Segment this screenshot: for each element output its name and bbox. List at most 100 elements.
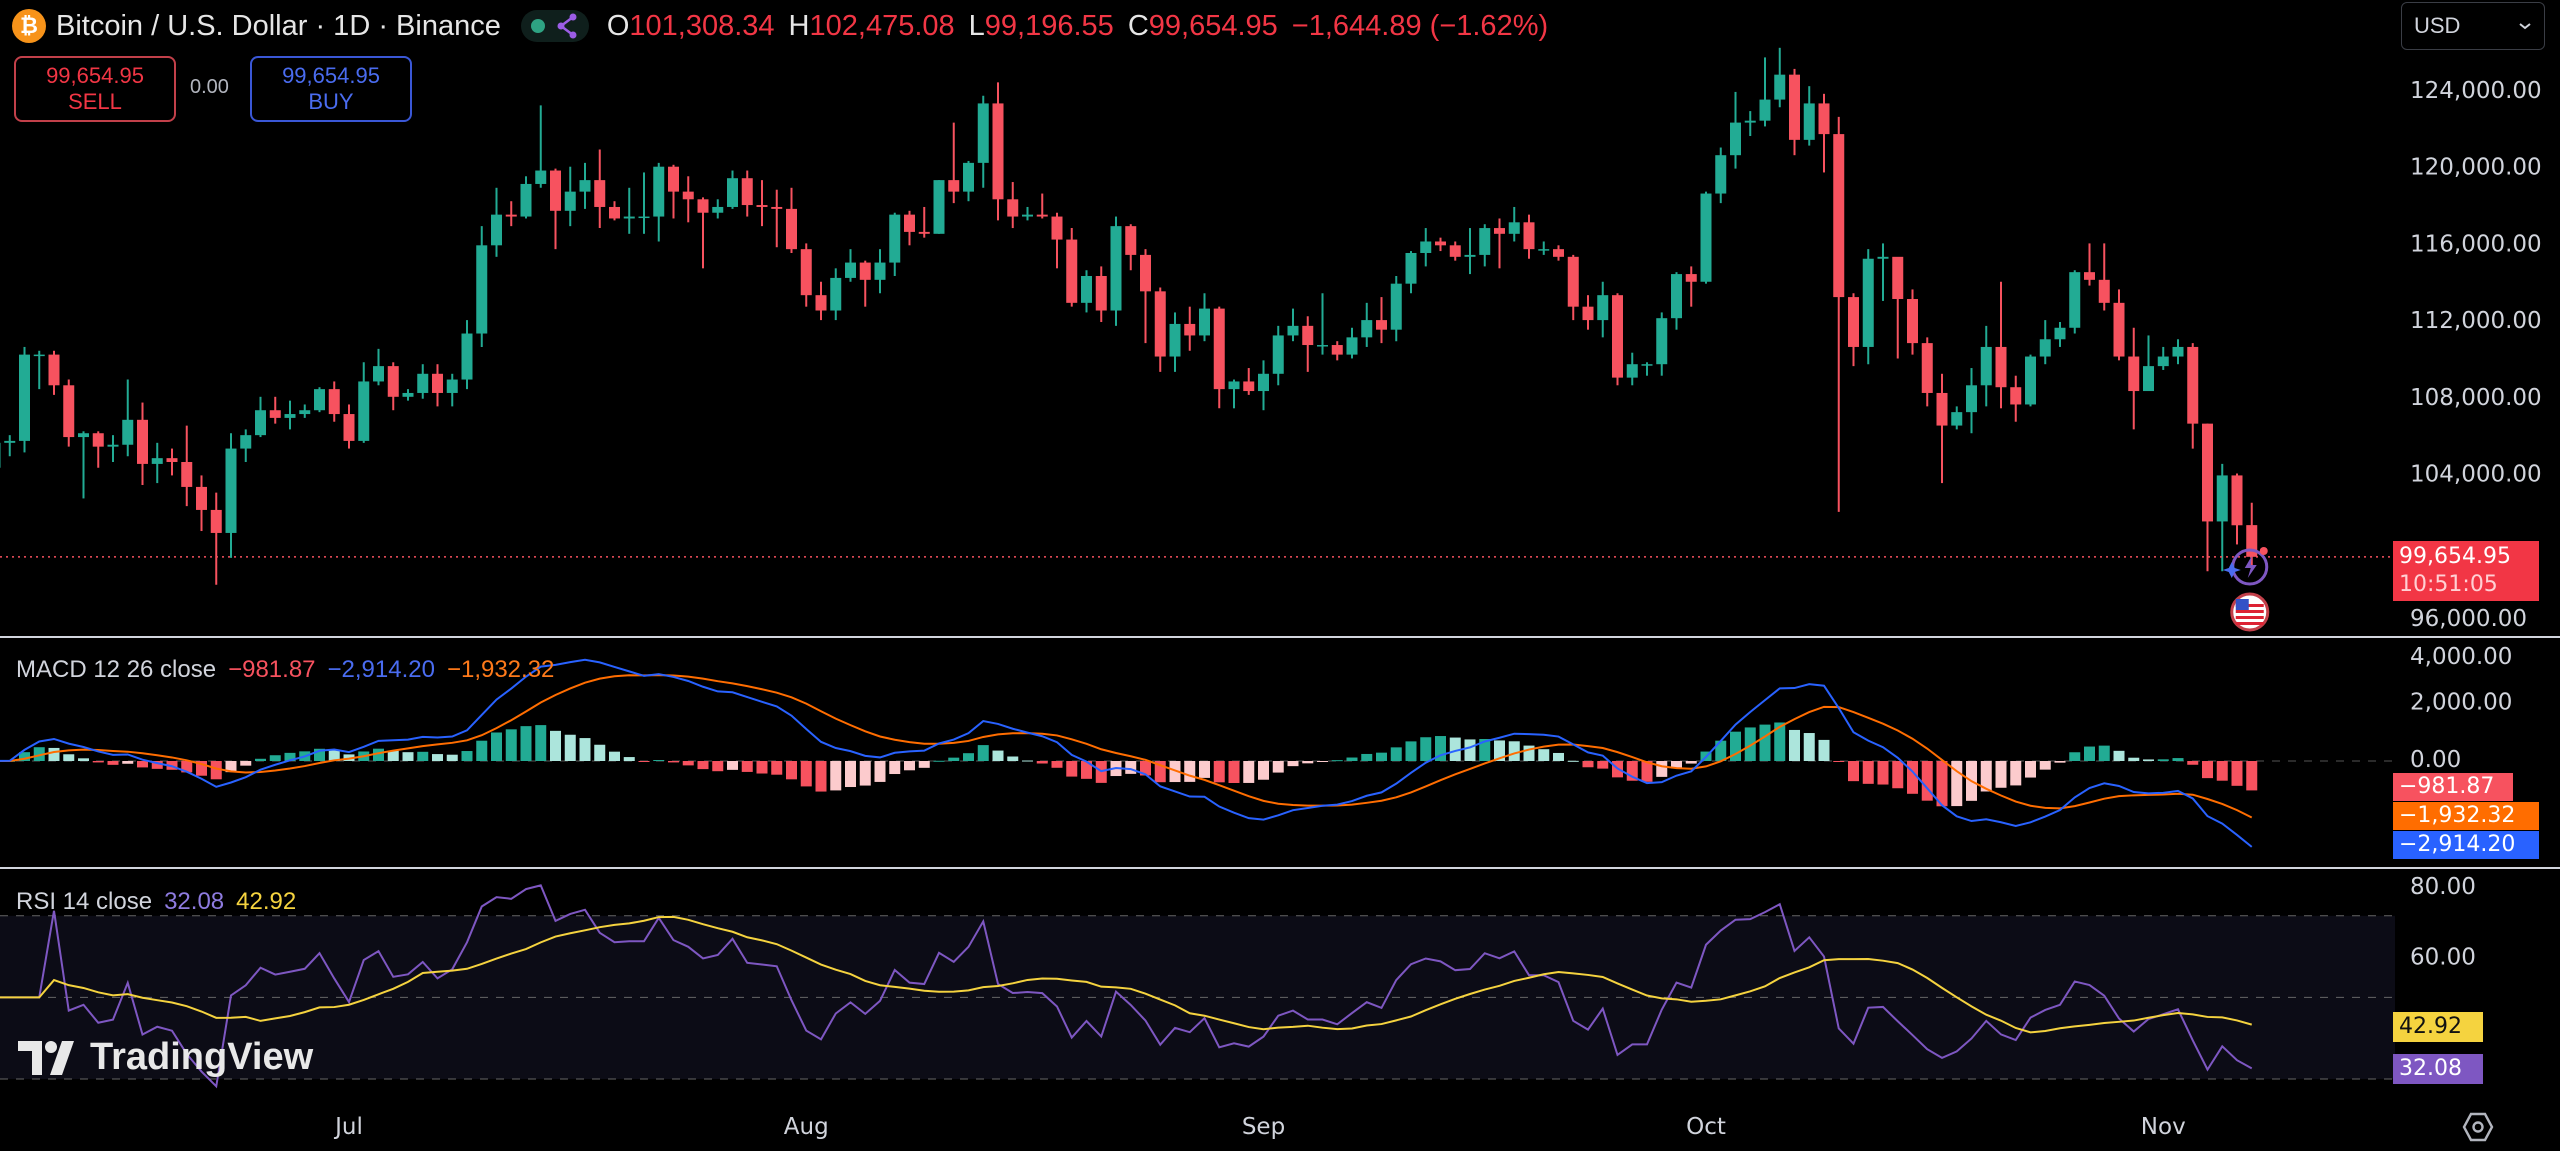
candle-body <box>2216 475 2228 522</box>
macd-histogram-bar <box>845 761 856 788</box>
candle-body <box>1494 228 1505 234</box>
candle-body <box>697 199 709 213</box>
sell-price: 99,654.95 <box>46 63 144 88</box>
lightning-icon <box>2244 556 2257 578</box>
macd-legend[interactable]: MACD 12 26 close −981.87 −2,914.20 −1,93… <box>16 656 554 684</box>
candle-body <box>1980 346 1992 386</box>
macd-histogram-bar <box>771 761 783 775</box>
share-icon <box>557 13 577 39</box>
macd-histogram-bar <box>137 761 148 768</box>
candle-body <box>1051 216 1063 240</box>
candle-body <box>48 354 60 386</box>
currency-select[interactable]: USD <box>2401 2 2545 50</box>
macd-histogram-bar <box>1597 761 1609 769</box>
price-axis-label: 116,000.00 <box>2410 231 2542 257</box>
candle-body <box>653 166 665 217</box>
macd-histogram-bar <box>638 761 650 762</box>
ohlc-values: O101,308.34 H102,475.08 L99,196.55 C99,6… <box>607 10 1548 43</box>
macd-histogram-bar <box>1980 761 1992 792</box>
candle-body <box>2157 356 2169 367</box>
macd-histogram-bar <box>786 761 797 780</box>
flag-stripe <box>2235 622 2264 625</box>
candle-body <box>1538 249 1550 251</box>
candle-body <box>387 366 399 397</box>
candle-body <box>1213 308 1225 390</box>
candle-body <box>2128 356 2140 392</box>
macd-histogram-bar <box>1744 727 1756 761</box>
macd-histogram-bar <box>1789 729 1800 761</box>
macd-signal-line <box>0 674 2253 819</box>
macd-histogram-bar <box>181 761 193 773</box>
macd-histogram-bar <box>1376 752 1387 761</box>
macd-histogram-bar <box>1169 761 1181 783</box>
macd-histogram-bar <box>1346 757 1358 761</box>
macd-histogram-bar <box>1995 761 2007 788</box>
macd-histogram-bar <box>1051 761 1063 768</box>
candle-body <box>4 440 16 443</box>
flag-canton <box>2235 599 2249 610</box>
candle-body <box>1420 241 1432 253</box>
candle-body <box>1921 343 1933 393</box>
macd-histogram-bar <box>1066 761 1078 777</box>
status-pill[interactable] <box>520 10 589 42</box>
macd-histogram-bar <box>1036 761 1048 764</box>
candle-body <box>343 414 355 441</box>
macd-histogram-bar <box>1302 761 1314 764</box>
watermark-text: TradingView <box>90 1036 314 1078</box>
candle-body <box>417 373 429 393</box>
candle-body <box>845 262 856 278</box>
candle-body <box>2010 387 2022 405</box>
symbol-title[interactable]: Bitcoin / U.S. Dollar · 1D · Binance <box>56 9 501 42</box>
macd-histogram-bar <box>1007 756 1019 761</box>
macd-histogram-bar <box>505 729 517 761</box>
price-axis-label: 108,000.00 <box>2410 385 2542 411</box>
candle-body <box>1744 120 1756 123</box>
candle-body <box>1936 392 1948 426</box>
macd-histogram-bar <box>1582 761 1594 768</box>
buy-button[interactable]: 99,654.95 BUY <box>250 56 412 122</box>
candle-body <box>358 381 370 441</box>
macd-histogram-bar <box>682 761 694 766</box>
rsi-value: 32.08 <box>164 888 225 915</box>
macd-histogram-bar <box>904 761 915 771</box>
macd-histogram-bar <box>918 761 930 768</box>
macd-histogram-bar <box>196 761 207 776</box>
replay-lightning-icon <box>2222 547 2269 586</box>
macd-histogram-bar <box>2054 761 2066 763</box>
candle-body <box>520 183 532 217</box>
macd-histogram-bar <box>1081 761 1092 779</box>
candle-body <box>1302 325 1314 346</box>
macd-histogram-bar <box>1405 741 1417 761</box>
macd-histogram-bar <box>609 751 620 761</box>
chart-settings-icon[interactable] <box>2462 1112 2494 1142</box>
macd-histogram-bar <box>225 761 237 773</box>
macd-histogram-bar <box>1420 737 1432 761</box>
rsi-legend[interactable]: RSI 14 close 32.08 42.92 <box>16 888 296 916</box>
macd-histogram-bar <box>1921 761 1933 801</box>
tradingview-watermark[interactable]: TradingView <box>18 1036 313 1079</box>
candle-body <box>535 170 547 184</box>
macd-histogram-bar <box>1228 761 1240 783</box>
rsi-ma-line <box>0 915 2253 1034</box>
candle-body <box>1951 412 1963 426</box>
candle-body <box>712 206 724 213</box>
macd-histogram-bar <box>1715 740 1727 761</box>
candle-body <box>1582 306 1594 321</box>
macd-histogram-bar <box>1154 761 1166 783</box>
candle-body <box>1081 275 1092 303</box>
macd-histogram-bar <box>2172 758 2184 761</box>
candle-body <box>2069 272 2081 328</box>
macd-histogram-bar <box>1671 761 1682 769</box>
candle-body <box>727 178 738 207</box>
candle-body <box>402 392 414 397</box>
candle-body <box>1818 103 1830 135</box>
sell-button[interactable]: 99,654.95 SELL <box>14 56 176 122</box>
candle-body <box>1464 254 1476 257</box>
macd-histogram-bar <box>2246 761 2258 791</box>
macd-histogram-bar <box>992 750 1004 761</box>
macd-histogram-bar <box>520 726 532 761</box>
macd-histogram-bar <box>284 752 296 761</box>
macd-histogram-bar <box>2128 757 2140 761</box>
macd-histogram-bar <box>1331 760 1343 762</box>
